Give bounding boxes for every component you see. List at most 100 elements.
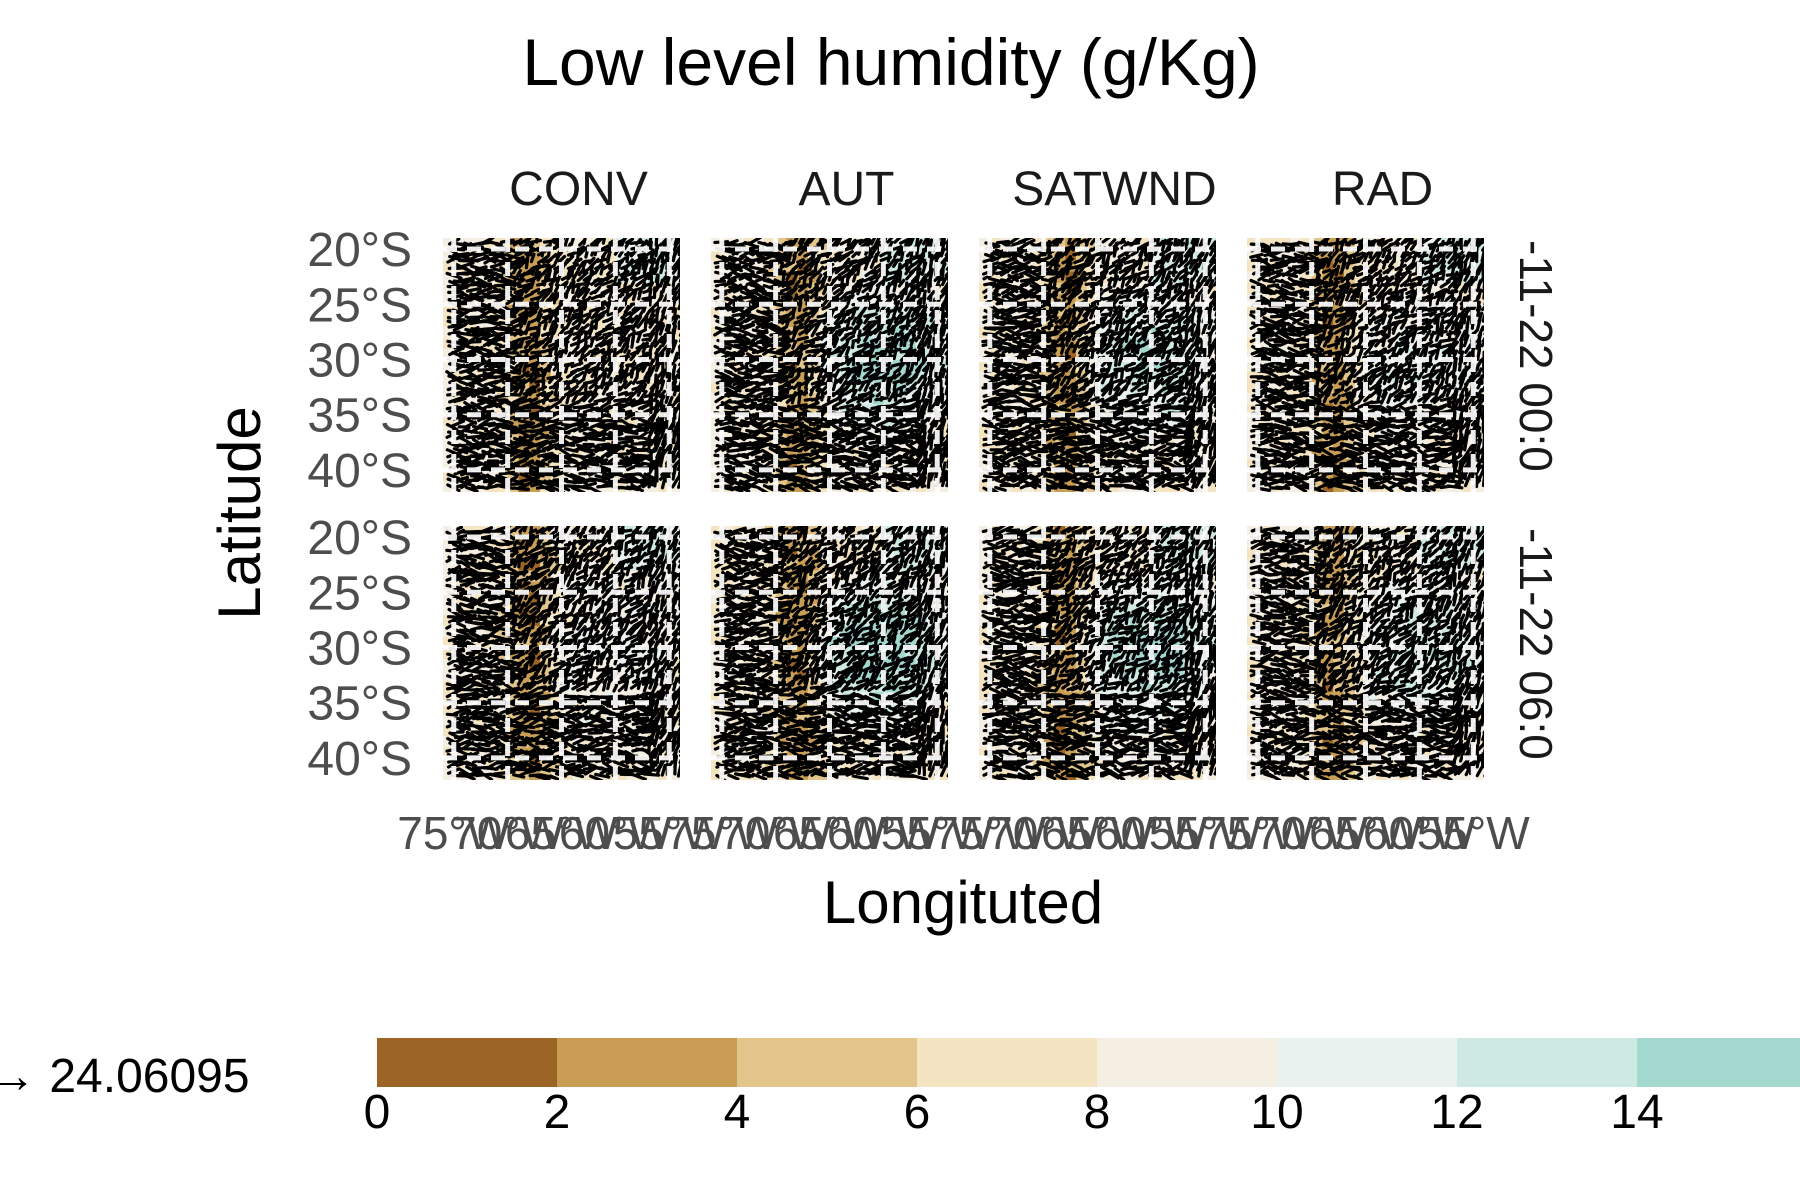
wind-vector xyxy=(620,462,633,469)
wind-vector xyxy=(576,304,584,320)
humidity-cell xyxy=(937,282,948,294)
wind-vector xyxy=(837,379,848,393)
humidity-cell xyxy=(851,447,863,460)
wind-vector xyxy=(727,261,741,268)
wind-vector xyxy=(905,304,914,319)
humidity-cell xyxy=(786,447,798,460)
humidity-cell xyxy=(604,436,616,449)
humidity-cell xyxy=(593,293,606,305)
humidity-cell xyxy=(464,271,476,283)
wind-vector xyxy=(588,418,604,423)
wind-vector xyxy=(478,431,495,438)
wind-vector xyxy=(844,330,856,337)
humidity-cell xyxy=(1183,282,1195,294)
wind-vector xyxy=(676,468,680,481)
wind-vector xyxy=(798,246,807,257)
wind-vector xyxy=(815,387,823,398)
humidity-cell xyxy=(561,260,573,272)
wind-vector xyxy=(623,303,634,314)
wind-vector xyxy=(803,341,816,350)
humidity-cell xyxy=(583,447,595,460)
wind-vector xyxy=(869,361,874,372)
wind-vector xyxy=(486,328,501,337)
humidity-cell xyxy=(647,271,659,283)
wind-vector xyxy=(494,346,508,357)
humidity-cell xyxy=(539,326,552,338)
humidity-cell xyxy=(775,282,787,294)
wind-vector xyxy=(624,349,631,362)
wind-vector xyxy=(945,332,948,338)
wind-vector xyxy=(810,441,828,448)
wind-vector xyxy=(893,300,901,312)
wind-vector xyxy=(845,370,853,380)
wind-vector xyxy=(672,422,680,438)
wind-vector xyxy=(920,398,928,410)
wind-vector xyxy=(593,277,603,283)
wind-vector xyxy=(944,474,948,482)
wind-vector xyxy=(821,348,831,353)
wind-vector xyxy=(839,314,847,325)
wind-vector xyxy=(796,258,805,264)
wind-vector xyxy=(820,259,831,265)
wind-vector xyxy=(477,417,491,428)
wind-vector xyxy=(790,270,804,275)
wind-vector xyxy=(784,481,798,489)
humidity-cell xyxy=(636,370,649,383)
wind-vector xyxy=(899,238,913,245)
humidity-cell xyxy=(615,282,627,294)
wind-vector xyxy=(512,238,523,247)
wind-vector xyxy=(893,418,906,428)
humidity-cell xyxy=(1183,238,1195,250)
wind-vector xyxy=(582,238,587,246)
wind-vector xyxy=(676,238,680,245)
wind-vector xyxy=(605,321,614,329)
wind-vector xyxy=(731,264,744,273)
wind-vector xyxy=(832,290,844,301)
humidity-cell xyxy=(1162,370,1174,383)
humidity-cell xyxy=(1119,359,1131,372)
humidity-cell xyxy=(786,271,798,283)
humidity-cell xyxy=(658,326,670,338)
wind-vector xyxy=(733,315,746,325)
humidity-cell xyxy=(1108,359,1120,372)
humidity-cell xyxy=(840,282,852,294)
humidity-cell xyxy=(732,337,744,349)
wind-vector xyxy=(451,419,466,428)
wind-vector xyxy=(671,291,679,301)
wind-vector xyxy=(534,238,539,244)
wind-vector xyxy=(512,294,521,308)
wind-vector xyxy=(744,313,759,321)
humidity-cell xyxy=(1075,282,1088,294)
humidity-cell xyxy=(1194,359,1206,372)
wind-vector xyxy=(629,353,637,361)
wind-vector xyxy=(905,346,913,355)
wind-vector xyxy=(649,267,656,277)
humidity-cell xyxy=(475,260,487,272)
wind-vector xyxy=(534,379,544,384)
wind-vector xyxy=(939,238,945,247)
humidity-cell xyxy=(464,282,476,294)
wind-vector xyxy=(477,395,490,401)
humidity-cell xyxy=(1119,304,1131,316)
wind-vector xyxy=(659,379,666,392)
wind-vector xyxy=(660,433,668,447)
wind-vector xyxy=(947,422,948,428)
humidity-cell xyxy=(647,293,659,305)
wind-vector xyxy=(994,449,1007,455)
humidity-cell xyxy=(797,414,809,427)
wind-vector xyxy=(563,454,577,463)
wind-vector xyxy=(899,248,905,262)
chart-title: Low level humidity (g/Kg) xyxy=(522,25,1259,99)
humidity-cell xyxy=(915,271,927,283)
wind-vector xyxy=(940,254,948,265)
wind-vector xyxy=(617,472,634,481)
humidity-cell xyxy=(604,370,616,383)
wind-vector xyxy=(863,454,879,465)
humidity-cell xyxy=(775,238,787,250)
humidity-cell xyxy=(904,282,917,294)
wind-vector xyxy=(891,332,899,344)
wind-vector xyxy=(916,318,924,332)
wind-vector xyxy=(809,383,820,393)
humidity-cell xyxy=(572,403,584,416)
